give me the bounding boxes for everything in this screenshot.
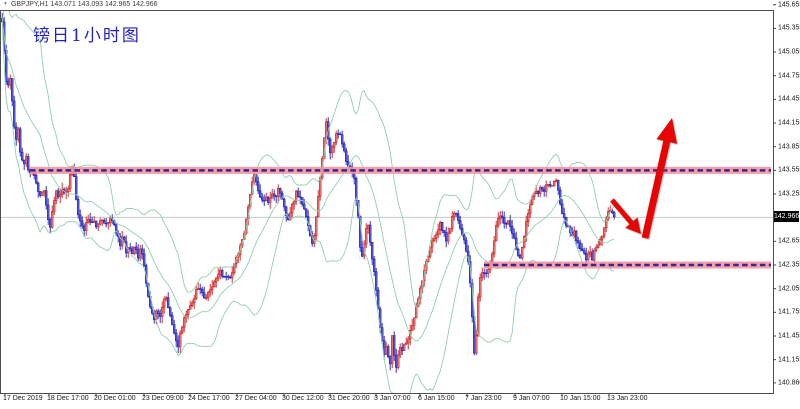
price-axis-label: 144.455 [778, 95, 800, 103]
price-axis-label: 145.655 [778, 1, 800, 9]
time-axis-label: 6 Jan 15:00 [418, 395, 455, 402]
time-axis-label: 20 Dec 01:00 [94, 395, 136, 402]
time-axis-label: 18 Dec 17:00 [47, 395, 89, 402]
time-axis-label: 24 Dec 17:00 [188, 395, 230, 402]
time-axis[interactable]: 17 Dec 2019 18 Dec 17:00 20 Dec 01:00 23 De… [0, 394, 800, 409]
resistance-zone[interactable] [30, 166, 771, 174]
price-axis[interactable]: 145.655 145.355 145.055 144.755 144.455 144.1… [773, 0, 800, 393]
time-axis-label: 3 Jan 07:00 [374, 395, 411, 402]
bollinger-lower-band [1, 21, 615, 393]
price-axis-label: 142.655 [778, 237, 800, 245]
time-axis-label: 13 Jan 23:00 [607, 395, 648, 402]
time-axis-label: 17 Dec 2019 [3, 395, 43, 402]
price-axis-label: 141.755 [778, 308, 800, 316]
current-price-tag: 142.966 [774, 211, 800, 222]
time-axis-label: 10 Jan 15:00 [560, 395, 601, 402]
quote-line: ▼ GBPJPY,H1 143.071 143.093 142.965 142.9… [3, 1, 158, 8]
support-zone[interactable] [484, 261, 771, 269]
trend-arrows [610, 118, 677, 239]
time-axis-label: 23 Dec 09:00 [142, 395, 184, 402]
chart-annotation-title: 镑日1小时图 [33, 26, 141, 46]
price-axis-label: 140.860 [778, 379, 800, 387]
price-axis-label: 145.055 [778, 48, 800, 56]
down-arrow[interactable] [610, 198, 641, 234]
price-axis-label: 141.155 [778, 356, 800, 364]
price-axis-label: 144.155 [778, 119, 800, 127]
candlesticks [1, 12, 616, 373]
price-axis-label: 144.755 [778, 72, 800, 80]
up-arrow[interactable] [641, 118, 677, 239]
bollinger-bands [1, 11, 615, 393]
time-axis-label: 7 Jan 23:00 [465, 395, 502, 402]
time-axis-label: 31 Dec 20:00 [328, 395, 370, 402]
bollinger-middle-band [1, 21, 615, 342]
price-axis-label: 143.255 [778, 190, 800, 198]
price-axis-label: 142.055 [778, 285, 800, 293]
price-axis-label: 142.355 [778, 261, 800, 269]
price-axis-label: 141.455 [778, 332, 800, 340]
price-axis-label: 145.355 [778, 24, 800, 32]
ohlc-quote-text: GBPJPY,H1 143.071 143.093 142.965 142.96… [10, 1, 158, 8]
time-axis-label: 30 Dec 12:00 [282, 395, 324, 402]
plot-border [0, 10, 774, 394]
price-axis-label: 143.555 [778, 166, 800, 174]
time-axis-label: 27 Dec 04:00 [235, 395, 277, 402]
price-axis-label: 143.855 [778, 143, 800, 151]
symbol-marker-icon: ▼ [3, 1, 8, 7]
time-axis-label: 9 Jan 07:00 [513, 395, 550, 402]
